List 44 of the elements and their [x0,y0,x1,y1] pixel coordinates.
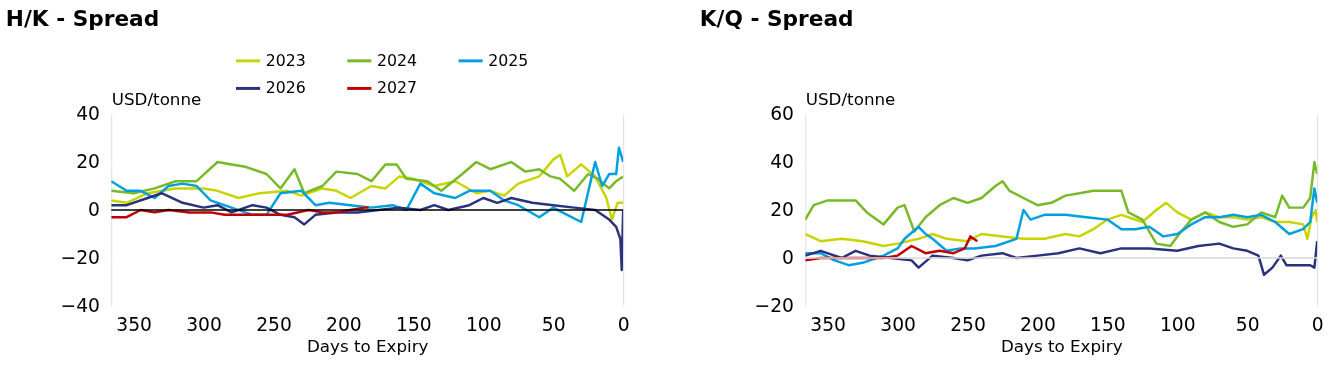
y-tick-label: −20 [754,295,794,317]
x-tick-label: 50 [541,314,566,336]
line-series [111,206,370,219]
legend-label: 2024 [377,50,418,70]
y-tick-label: 40 [770,151,794,173]
x-axis-title: Days to Expiry [1000,335,1123,356]
x-tick-label: 100 [1159,314,1196,336]
chart-title: K/Q - Spread [699,6,854,32]
x-tick-label: 100 [465,314,502,336]
legend-label: 2027 [377,78,418,98]
x-tick-label: 250 [256,314,292,336]
x-tick-label: 0 [617,314,630,336]
y-tick-label: 0 [88,199,100,221]
x-tick-label: 150 [396,314,432,336]
x-tick-label: 350 [810,314,846,336]
line-series [111,160,624,195]
x-tick-label: 350 [116,314,152,336]
y-tick-label: 20 [770,199,794,221]
x-tick-label: 150 [1090,314,1126,336]
x-axis-title: Days to Expiry [306,335,429,356]
x-tick-label: 300 [186,314,222,336]
y-axis-title: USD/tonne [111,88,202,109]
y-tick-label: 40 [76,103,100,125]
line-series [805,160,1318,248]
line-series [805,201,1318,248]
x-tick-label: 200 [1020,314,1056,336]
y-tick-label: 0 [782,247,794,269]
line-series [111,191,624,272]
x-tick-label: 300 [880,314,916,336]
y-axis-title: USD/tonne [805,88,896,109]
x-tick-label: 50 [1235,314,1260,336]
x-tick-label: 200 [326,314,362,336]
legend-label: 2026 [265,78,306,98]
line-series [805,239,1318,277]
y-tick-label: −20 [60,247,100,269]
x-tick-label: 0 [1311,314,1324,336]
line-series [805,187,1318,267]
y-tick-label: −40 [60,295,100,317]
y-tick-label: 60 [770,103,794,125]
legend-label: 2025 [488,50,529,70]
x-tick-label: 250 [950,314,986,336]
y-tick-label: 20 [76,151,100,173]
legend-label: 2023 [265,50,306,70]
chart-title: H/K - Spread [5,6,160,32]
